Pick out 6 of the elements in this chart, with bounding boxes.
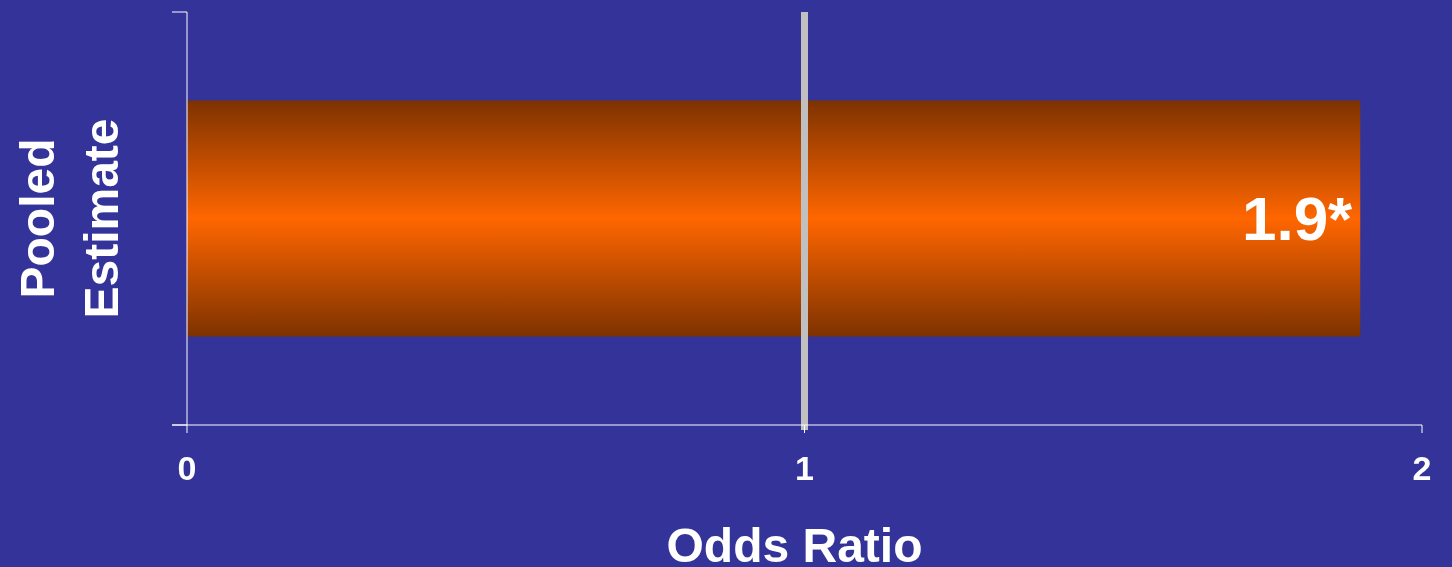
y-axis-title: Pooled Estimate <box>11 118 128 319</box>
x-tick-label: 1 <box>795 449 814 487</box>
data-label: 1.9* <box>1241 184 1354 254</box>
x-tick-label: 2 <box>1412 449 1432 487</box>
x-tick-label: 0 <box>177 449 197 487</box>
x-axis-title: Odds Ratio <box>666 519 923 567</box>
